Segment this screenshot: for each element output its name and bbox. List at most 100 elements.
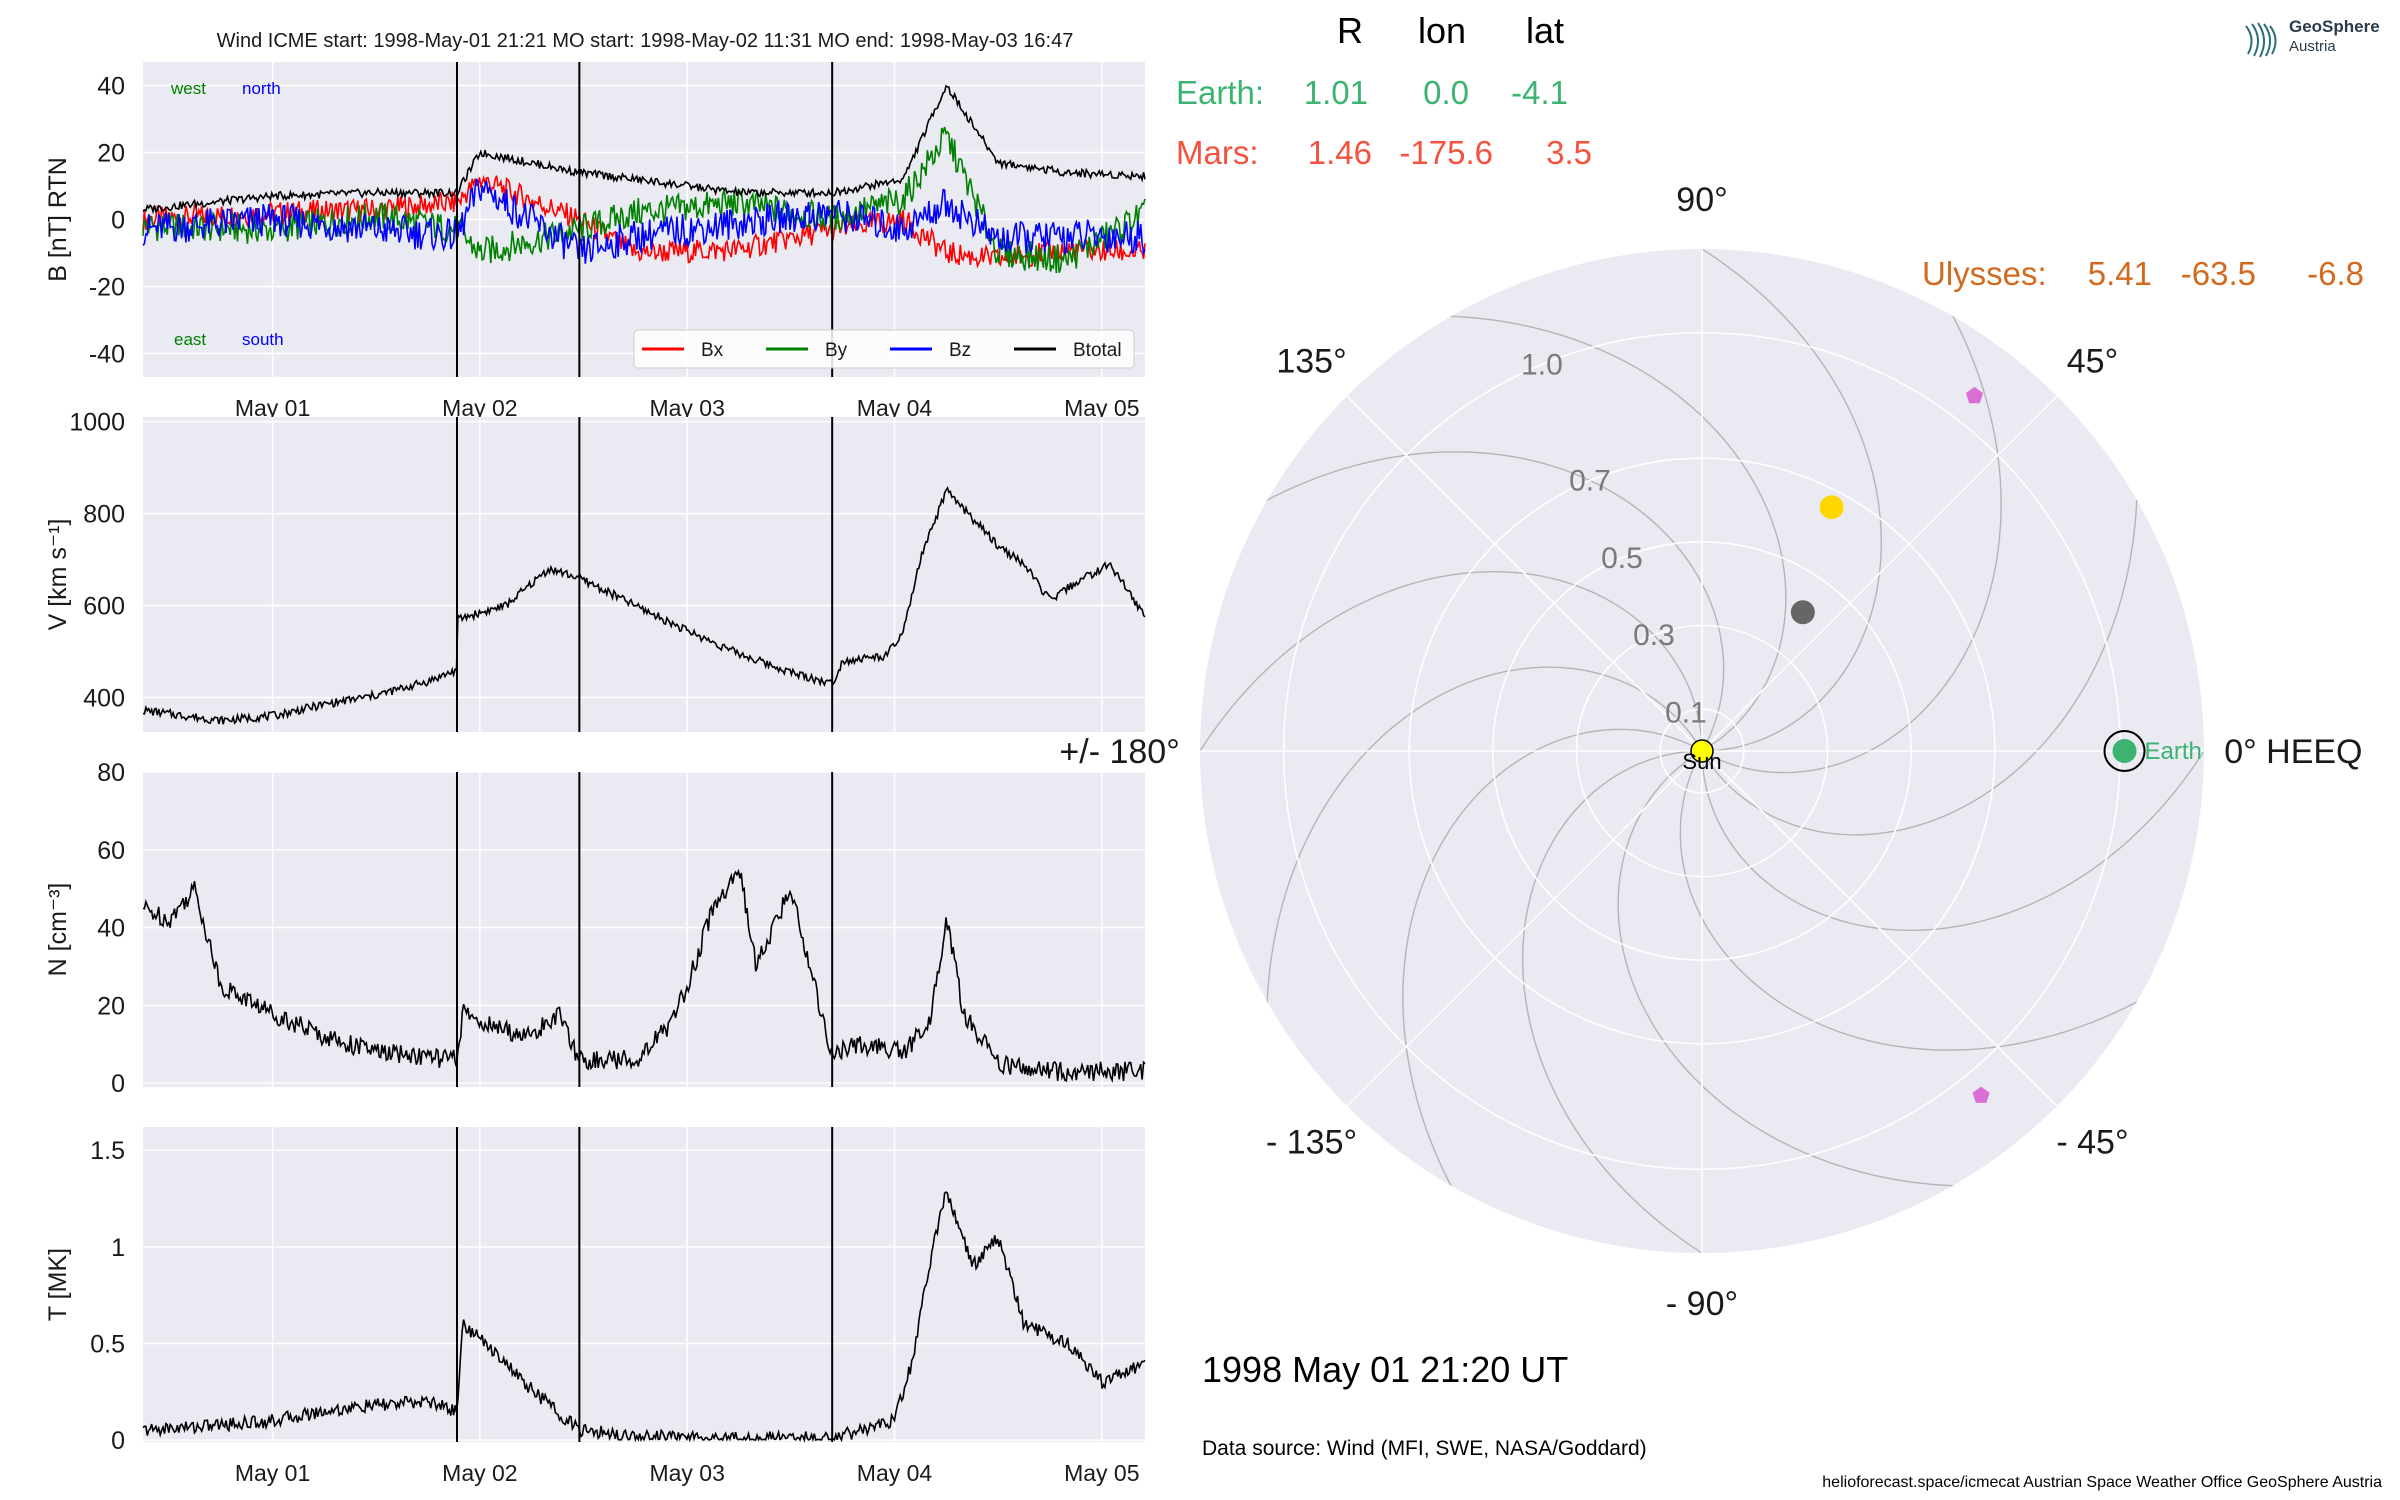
source-label: Data source: Wind (MFI, SWE, NASA/Goddar…	[1202, 1437, 1647, 1460]
legend-box	[633, 329, 1135, 369]
x-tick-label: May 04	[857, 1460, 933, 1486]
y-tick-label: 600	[83, 593, 125, 621]
date-label: 1998 May 01 21:20 UT	[1202, 1349, 1568, 1390]
x-tick-label: May 02	[442, 1460, 517, 1486]
y-tick-label: -20	[89, 274, 125, 302]
earth-label: Earth:	[1176, 74, 1264, 111]
geosphere-logo	[2236, 14, 2386, 64]
x-tick-label: May 05	[1064, 1460, 1139, 1486]
x-tick-label: May 05	[1064, 395, 1139, 421]
mars-lon: -175.6	[1399, 134, 1493, 171]
angle-label: - 135°	[1266, 1123, 1357, 1161]
spiral-line	[1521, 750, 1999, 1253]
ulysses-row: Ulysses: 5.41 -63.5 -6.8	[1922, 255, 2364, 292]
angle-label: 90°	[1676, 181, 1727, 219]
y-tick-label: 20	[97, 992, 125, 1020]
spiral-line	[1200, 571, 1703, 1048]
earth-lon: 0.0	[1423, 74, 1469, 111]
earth-ring	[2103, 730, 2146, 772]
polar-plot: 0.1 0.3 0.5 0.7 1.0 90° 45° 0° HEEQ - 45° - 90° - …	[1059, 181, 2362, 1323]
mars-r: 1.46	[1308, 134, 1372, 171]
angle-label: - 45°	[2056, 1123, 2128, 1161]
planet-gray-marker	[1790, 600, 1815, 625]
y-tick-label: 0.5	[90, 1330, 125, 1358]
y-axis-label: V [km s⁻¹]	[44, 519, 72, 631]
legend-label-by: By	[825, 340, 848, 361]
spiral-line	[1200, 451, 1725, 752]
y-axis-label: T [MK]	[44, 1248, 72, 1321]
series-line-t	[142, 1191, 1146, 1444]
angle-label: +/- 180°	[1059, 733, 1179, 771]
spiral-line	[1701, 454, 2204, 931]
earth-lat: -4.1	[1511, 74, 1568, 111]
sun-marker	[1690, 739, 1714, 763]
panel-velocity: 1000 800 600 400 V [km s⁻¹]	[44, 409, 1146, 732]
x-tick-label: May 04	[857, 395, 933, 421]
ulysses-lat: -6.8	[2307, 255, 2364, 292]
y-tick-label: 1000	[69, 409, 125, 437]
y-tick-label: 0	[111, 207, 125, 235]
spiral-line	[1405, 249, 1883, 752]
annotation-east: east	[174, 330, 206, 349]
logo-line1: GeoSphere	[2289, 17, 2380, 36]
radial-tick-label: 0.3	[1633, 619, 1675, 652]
y-tick-label: 1.5	[90, 1137, 125, 1165]
earth-r: 1.01	[1304, 74, 1368, 111]
mars-lat: 3.5	[1546, 134, 1592, 171]
planet-yellow-marker	[1819, 495, 1844, 520]
earth-marker-label: Earth	[2145, 738, 2202, 765]
x-tick-label: May 02	[442, 395, 517, 421]
ulysses-label: Ulysses:	[1922, 255, 2047, 292]
series-line-bz	[142, 178, 1146, 264]
series-line-bx	[142, 174, 1146, 269]
panel-b-field: 40 20 0 -20 -40 B [nT] RTN May 01 May 02 May 03 M…	[44, 62, 1146, 421]
earth-row: Earth: 1.01 0.0 -4.1	[1176, 74, 1568, 111]
radial-tick-label: 0.1	[1665, 696, 1707, 729]
legend-label-bz: Bz	[949, 340, 971, 361]
spiral-line	[1402, 728, 1703, 1253]
angular-gridline	[1346, 395, 1703, 752]
mars-row: Mars: 1.46 -175.6 3.5	[1176, 134, 1592, 171]
y-axis-label: N [cm⁻³]	[44, 883, 72, 977]
sun-label: Sun	[1682, 749, 1721, 774]
logo-icon	[2245, 22, 2277, 58]
angular-gridline	[1701, 395, 2058, 752]
y-tick-label: 1	[111, 1234, 125, 1262]
angle-label: 45°	[2067, 343, 2118, 381]
y-tick-label: -40	[89, 341, 125, 369]
angular-gridline	[1346, 750, 1703, 1107]
y-tick-label: 60	[97, 837, 125, 865]
y-tick-label: 40	[97, 915, 125, 943]
y-tick-label: 80	[97, 759, 125, 787]
series-line-btotal	[142, 84, 1146, 215]
y-tick-label: 400	[83, 685, 125, 713]
annotation-west: west	[170, 79, 206, 98]
series-line-n	[142, 868, 1146, 1083]
probe-marker	[1965, 386, 1984, 404]
x-tick-label: May 01	[235, 1460, 310, 1486]
angle-label: 0° HEEQ	[2224, 733, 2362, 771]
annotation-south: south	[242, 330, 284, 349]
y-axis-label: B [nT] RTN	[44, 157, 72, 282]
spiral-line	[1679, 750, 2204, 1051]
angle-label: 135°	[1276, 343, 1346, 381]
header-lon: lon	[1418, 10, 1466, 51]
series-line-by	[142, 126, 1146, 274]
radial-tick-label: 1.0	[1521, 349, 1563, 382]
x-tick-label: May 01	[235, 395, 310, 421]
earth-marker	[2112, 739, 2137, 763]
angular-gridline	[1701, 750, 2058, 1107]
ulysses-r: 5.41	[2088, 255, 2152, 292]
y-tick-label: 40	[97, 72, 125, 100]
series-line-v	[142, 486, 1146, 725]
header-r: R	[1337, 10, 1363, 51]
footer-credits: helioforecast.space/icmecat Austrian Spa…	[1822, 1474, 2382, 1491]
legend-label-bx: Bx	[701, 340, 724, 361]
panel-density: 80 60 40 20 0 N [cm⁻³]	[44, 759, 1146, 1098]
plot-area	[143, 417, 1145, 732]
y-tick-label: 20	[97, 139, 125, 167]
spiral-line	[1701, 249, 2002, 774]
angle-label: - 90°	[1666, 1285, 1738, 1323]
header-lat: lat	[1526, 10, 1564, 51]
